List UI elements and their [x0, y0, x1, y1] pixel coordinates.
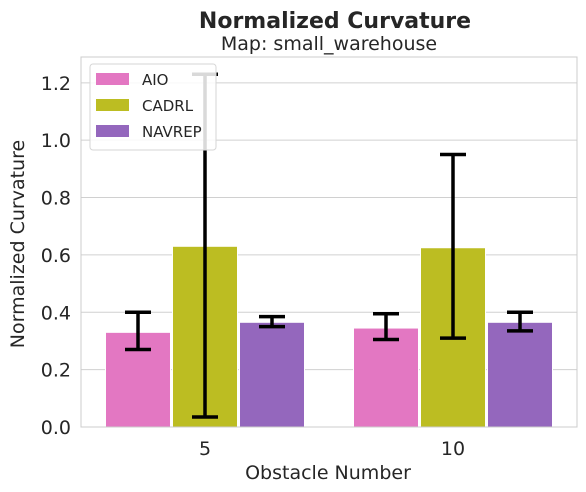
bars-layer [105, 245, 553, 428]
y-tick-label: 0.2 [41, 360, 71, 382]
y-tick-label: 1.2 [41, 73, 71, 95]
legend-label: NAVREP [142, 123, 202, 141]
y-tick-label: 0.4 [41, 302, 71, 324]
x-tick-label: 5 [199, 438, 211, 460]
y-tick-label: 1.0 [41, 130, 71, 152]
legend: AIO CADRL NAVREP [89, 63, 217, 151]
x-axis-label: Obstacle Number [245, 462, 411, 484]
plot-frame [80, 56, 578, 428]
legend-swatch [96, 99, 129, 111]
chart-title: Normalized Curvature [199, 9, 471, 34]
legend-label: AIO [142, 71, 169, 89]
y-axis-label: Normalized Curvature [7, 140, 29, 348]
ticks-layer: 0.0 0.2 0.4 0.6 0.8 1.0 1.2 5 10 [41, 73, 465, 460]
bar [487, 321, 553, 428]
legend-label: CADRL [142, 97, 194, 115]
legend-swatch [96, 125, 129, 137]
y-tick-label: 0.6 [41, 245, 71, 267]
y-tick-label: 0.0 [41, 417, 71, 439]
x-tick-label: 10 [441, 438, 465, 460]
chart-subtitle: Map: small_warehouse [221, 33, 437, 55]
bar [239, 321, 305, 428]
y-tick-label: 0.8 [41, 188, 71, 210]
legend-swatch [96, 73, 129, 85]
bar [353, 327, 419, 428]
